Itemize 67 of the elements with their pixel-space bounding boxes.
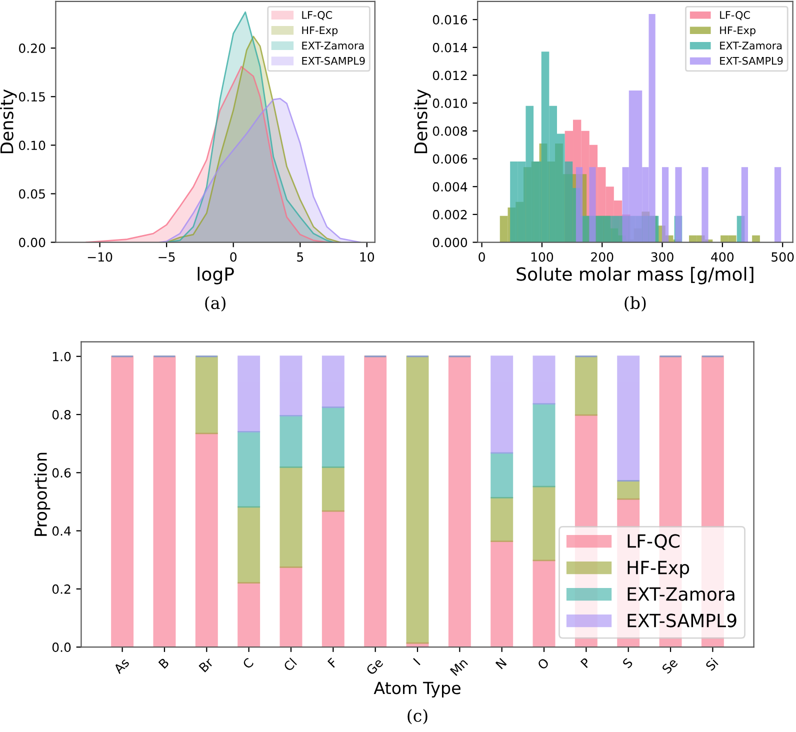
x-tick-label: As [113,658,130,674]
x-tick-label: Br [198,657,214,672]
legend-label: HF-Exp [302,26,338,36]
y-tick-label: 0.20 [18,44,46,54]
legend-label: EXT-Zamora [302,42,364,50]
x-tick-label: S [622,657,634,669]
legend-label: HF-Exp [720,26,756,36]
legend-label: HF-Exp [628,560,690,578]
y-tick-label: 0.008 [432,126,468,136]
y-tick-label: 0.004 [432,182,468,192]
x-tick-label: 0 [478,252,485,262]
legend-label: LF-QC [302,11,332,20]
x-tick-label: Mn [450,658,468,676]
x-axis-title: Atom Type [374,682,460,698]
x-tick-label: Se [661,657,678,674]
x-tick-label: 500 [772,252,794,262]
x-tick-label: −10 [88,252,112,262]
y-tick-label: 0.016 [432,15,468,24]
x-tick-label: F [327,658,338,668]
x-tick-label: 100 [531,252,554,262]
x-tick-label: C [242,657,254,670]
y-tick-label: 0.00 [18,238,46,248]
x-axis-title: Solute molar mass [g/mol] [516,266,754,284]
x-tick-label: I [413,658,420,666]
legend-label: LF-QC [720,11,750,20]
y-tick-label: 0.4 [52,526,71,536]
y-tick-label: 0.15 [18,92,45,102]
x-tick-label: 5 [297,252,304,262]
legend-label: EXT-SAMPL9 [302,56,365,65]
x-tick-label: Si [704,658,718,672]
legend-label: EXT-Zamora [720,42,782,50]
y-tick-label: 0.05 [18,189,45,199]
x-tick-label: N [495,658,507,670]
y-tick-label: 0.0 [52,642,71,652]
y-tick-label: 0.2 [52,584,70,594]
legend-label: EXT-SAMPL9 [628,614,736,628]
y-tick-label: 0.000 [432,238,468,248]
y-tick-label: 1.0 [52,352,71,362]
x-tick-label: O [536,657,550,670]
y-tick-label: 0.010 [432,98,468,108]
x-tick-label: Ge [366,657,384,676]
y-tick-label: 0.014 [432,42,468,52]
x-axis-title: logP [198,266,234,284]
x-tick-label: Cl [282,658,298,672]
y-axis-title: Density [414,89,431,154]
legend-label: EXT-Zamora [628,587,734,601]
x-tick-label: 300 [651,252,674,262]
text: (b) [624,296,646,312]
y-axis-title: Density [0,89,17,154]
text: (a) [205,296,226,312]
text: (c) [408,709,428,724]
y-tick-label: 0.10 [18,140,46,150]
x-tick-label: B [158,658,170,669]
y-tick-label: 0.002 [432,210,467,220]
y-tick-label: 0.012 [432,70,467,80]
x-tick-label: 0 [230,252,236,262]
x-tick-label: 10 [360,252,374,262]
x-tick-label: −5 [158,252,175,262]
y-tick-label: 0.006 [432,154,468,164]
legend-label: EXT-SAMPL9 [720,56,783,65]
x-tick-label: 400 [711,252,734,262]
y-axis-title: Proportion [34,452,50,536]
y-tick-label: 0.6 [52,468,71,478]
x-tick-label: P [580,657,591,668]
legend-label: LF-QC [628,534,680,550]
x-tick-label: 200 [591,252,614,262]
y-tick-label: 0.8 [52,410,71,420]
